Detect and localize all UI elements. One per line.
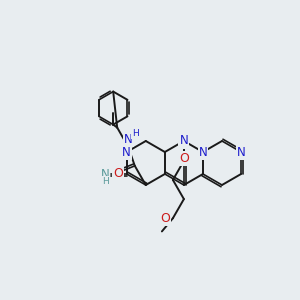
Text: O: O	[179, 152, 189, 165]
Text: N: N	[237, 146, 245, 158]
Text: H: H	[132, 129, 139, 138]
Text: H: H	[102, 178, 108, 187]
Text: N: N	[124, 133, 133, 146]
Text: N: N	[179, 134, 188, 148]
Text: N: N	[101, 167, 110, 181]
Text: O: O	[113, 167, 123, 180]
Text: N: N	[122, 146, 131, 158]
Text: O: O	[160, 212, 170, 225]
Text: N: N	[199, 146, 207, 158]
